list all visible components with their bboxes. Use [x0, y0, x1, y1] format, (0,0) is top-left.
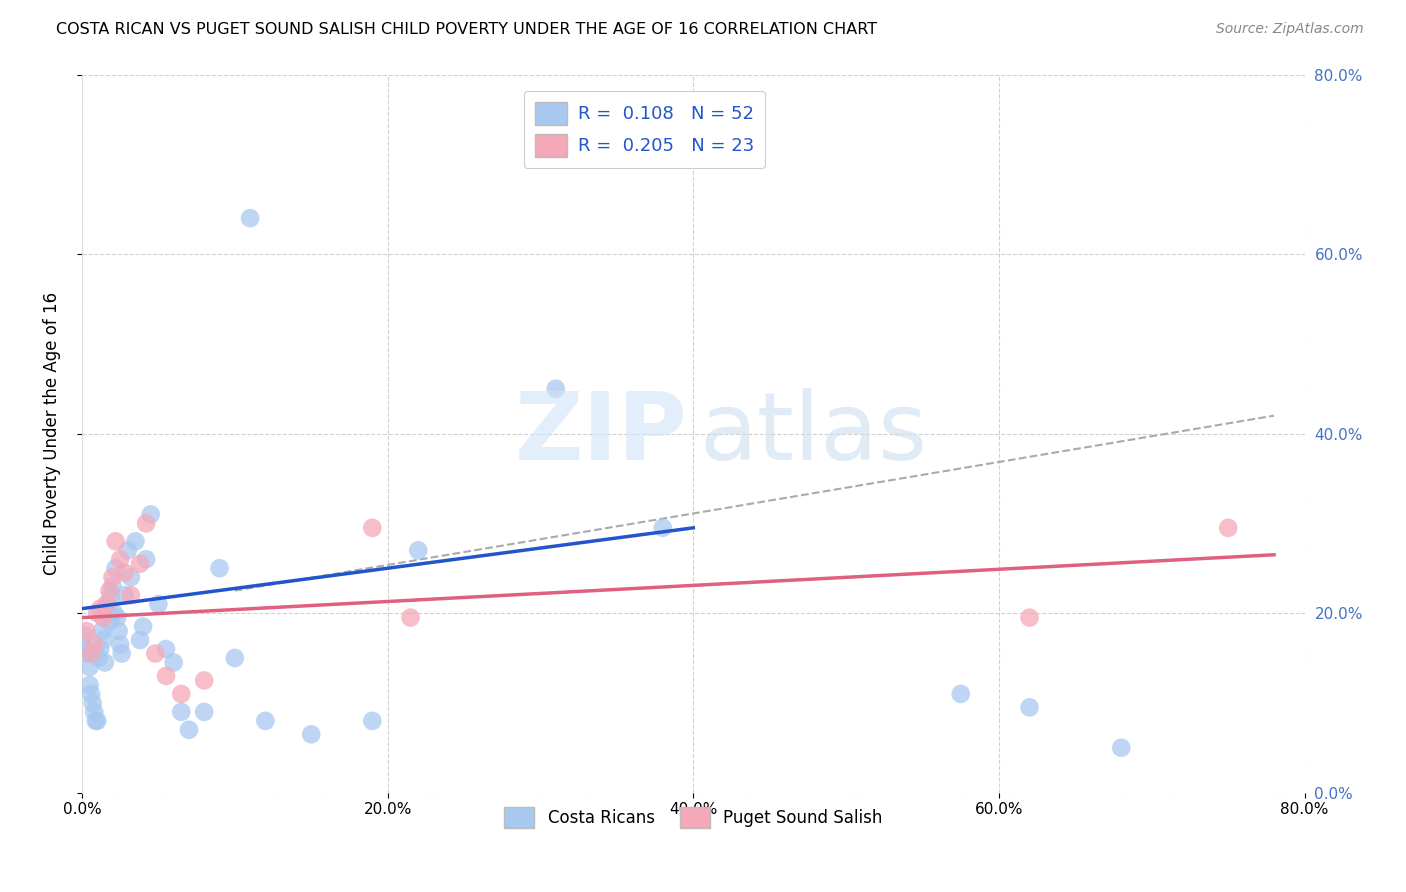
Text: atlas: atlas	[699, 388, 928, 480]
Point	[83, 705, 105, 719]
Point	[98, 583, 121, 598]
Text: Source: ZipAtlas.com: Source: ZipAtlas.com	[1216, 22, 1364, 37]
Point	[80, 687, 103, 701]
Point	[193, 705, 215, 719]
Point	[208, 561, 231, 575]
Point	[949, 687, 972, 701]
Point	[170, 687, 193, 701]
Y-axis label: Child Poverty Under the Age of 16: Child Poverty Under the Age of 16	[44, 292, 60, 575]
Point	[80, 647, 103, 661]
Point	[89, 642, 111, 657]
Point	[651, 521, 673, 535]
Point	[84, 714, 107, 728]
Point	[86, 606, 108, 620]
Point	[163, 656, 186, 670]
Point	[1218, 521, 1240, 535]
Point	[100, 588, 122, 602]
Point	[86, 714, 108, 728]
Point	[101, 570, 124, 584]
Point	[93, 633, 115, 648]
Point	[120, 570, 142, 584]
Point	[83, 638, 105, 652]
Point	[1018, 610, 1040, 624]
Point	[135, 552, 157, 566]
Point	[76, 642, 98, 657]
Point	[148, 597, 170, 611]
Point	[114, 588, 136, 602]
Point	[193, 673, 215, 688]
Point	[103, 606, 125, 620]
Point	[155, 642, 177, 657]
Point	[132, 619, 155, 633]
Point	[105, 610, 128, 624]
Point	[97, 597, 120, 611]
Point	[155, 669, 177, 683]
Point	[124, 534, 146, 549]
Point	[139, 508, 162, 522]
Point	[90, 624, 112, 638]
Point	[101, 579, 124, 593]
Point	[299, 727, 322, 741]
Legend: Costa Ricans, Puget Sound Salish: Costa Ricans, Puget Sound Salish	[498, 800, 889, 835]
Point	[361, 521, 384, 535]
Point	[96, 597, 118, 611]
Point	[361, 714, 384, 728]
Point	[114, 566, 136, 580]
Point	[96, 606, 118, 620]
Point	[98, 615, 121, 629]
Point	[89, 601, 111, 615]
Point	[77, 647, 100, 661]
Point	[129, 633, 152, 648]
Point	[108, 552, 131, 566]
Text: ZIP: ZIP	[515, 388, 688, 480]
Point	[129, 557, 152, 571]
Point	[544, 382, 567, 396]
Text: COSTA RICAN VS PUGET SOUND SALISH CHILD POVERTY UNDER THE AGE OF 16 CORRELATION : COSTA RICAN VS PUGET SOUND SALISH CHILD …	[56, 22, 877, 37]
Point	[94, 656, 117, 670]
Point	[111, 647, 134, 661]
Point	[406, 543, 429, 558]
Point	[107, 624, 129, 638]
Point	[170, 705, 193, 719]
Point	[239, 211, 262, 226]
Point	[254, 714, 277, 728]
Point	[73, 629, 96, 643]
Point	[1109, 740, 1132, 755]
Point	[120, 588, 142, 602]
Point	[79, 660, 101, 674]
Point	[76, 624, 98, 638]
Point	[108, 638, 131, 652]
Point	[93, 610, 115, 624]
Point	[104, 561, 127, 575]
Point	[399, 610, 422, 624]
Point	[224, 651, 246, 665]
Point	[87, 651, 110, 665]
Point	[82, 696, 104, 710]
Point	[117, 543, 139, 558]
Point	[135, 516, 157, 531]
Point	[143, 647, 166, 661]
Point	[104, 534, 127, 549]
Point	[177, 723, 200, 737]
Point	[79, 678, 101, 692]
Point	[1018, 700, 1040, 714]
